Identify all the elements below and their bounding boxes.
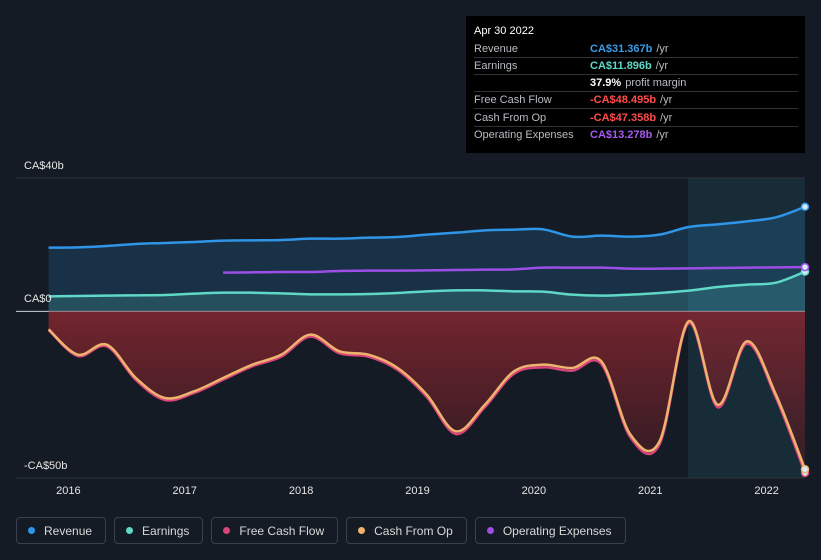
tooltip-label: Cash From Op (474, 112, 546, 124)
tooltip-unit: /yr (656, 129, 669, 141)
tooltip-value-text: -CA$48.495b (590, 94, 656, 106)
legend-item[interactable]: Revenue (16, 517, 107, 544)
y-tick-label: -CA$50b (24, 460, 67, 472)
legend-label: Cash From Op (374, 523, 453, 538)
tooltip-label: Earnings (474, 60, 518, 72)
tooltip-value-text: 37.9% (590, 77, 621, 89)
y-tick-label: CA$40b (24, 160, 64, 172)
legend-dot (126, 527, 134, 534)
tooltip: Apr 30 2022 (466, 16, 805, 153)
legend-item[interactable]: Cash From Op (346, 517, 467, 544)
area (48, 311, 806, 470)
legend: Revenue Earnings Free Cash Flow Cash From O… (16, 517, 626, 544)
chart: CA$40b CA$0 -CA$50b 2016 2017 2018 2019 2020 202… (16, 16, 810, 497)
area (48, 206, 806, 312)
tooltip-date: Apr 30 2022 (474, 25, 534, 37)
end-marker (800, 202, 810, 212)
tooltip-unit: profit margin (625, 77, 686, 89)
tooltip-value: -CA$47.358b/yr (590, 112, 673, 124)
x-tick-label: 2016 (56, 485, 80, 497)
tooltip-value: CA$11.896b/yr (590, 60, 668, 72)
legend-label: Revenue (44, 523, 93, 538)
legend-label: Earnings (142, 523, 190, 538)
legend-dot (28, 527, 35, 534)
legend-item[interactable]: Free Cash Flow (211, 517, 339, 544)
legend-label: Free Cash Flow (239, 523, 325, 538)
tooltip-label: Revenue (474, 43, 518, 55)
tooltip-value: CA$13.278b/yr (590, 129, 669, 141)
tooltip-unit: /yr (660, 112, 673, 124)
series-line (47, 322, 807, 474)
tooltip-unit: /yr (660, 94, 673, 106)
series-line (48, 205, 806, 249)
tooltip-value-text: CA$11.896b (590, 60, 652, 72)
series-line (47, 320, 807, 470)
tooltip-value: 37.9% profit margin (590, 77, 686, 89)
series-line (223, 265, 806, 274)
tooltip-box (466, 16, 805, 153)
legend-dot (358, 527, 366, 534)
y-tick-label: CA$0 (24, 293, 52, 305)
tooltip-unit: /yr (656, 60, 669, 72)
x-tick-label: 2017 (172, 485, 196, 497)
tooltip-value-text: CA$31.367b (590, 43, 653, 55)
legend-dot (223, 527, 231, 534)
legend-item[interactable]: Earnings (114, 517, 204, 544)
end-marker (800, 464, 810, 474)
end-marker (800, 262, 810, 272)
tooltip-unit: /yr (656, 43, 669, 55)
x-tick-label: 2019 (405, 485, 429, 497)
x-tick-label: 2021 (638, 485, 662, 497)
x-tick-label: 2022 (754, 485, 778, 497)
tooltip-label: Operating Expenses (474, 129, 574, 141)
tooltip-value-text: -CA$47.358b (590, 112, 656, 124)
tooltip-label: Free Cash Flow (474, 94, 552, 106)
legend-item[interactable]: Operating Expenses (474, 517, 626, 544)
legend-dot (486, 527, 494, 534)
tooltip-value-text: CA$13.278b (590, 129, 653, 141)
x-tick-label: 2018 (289, 485, 313, 497)
x-tick-label: 2020 (522, 485, 546, 497)
legend-label: Operating Expenses (502, 523, 612, 538)
tooltip-value: -CA$48.495b/yr (590, 94, 673, 106)
series-line (48, 270, 806, 298)
tooltip-value: CA$31.367b/yr (590, 43, 669, 55)
